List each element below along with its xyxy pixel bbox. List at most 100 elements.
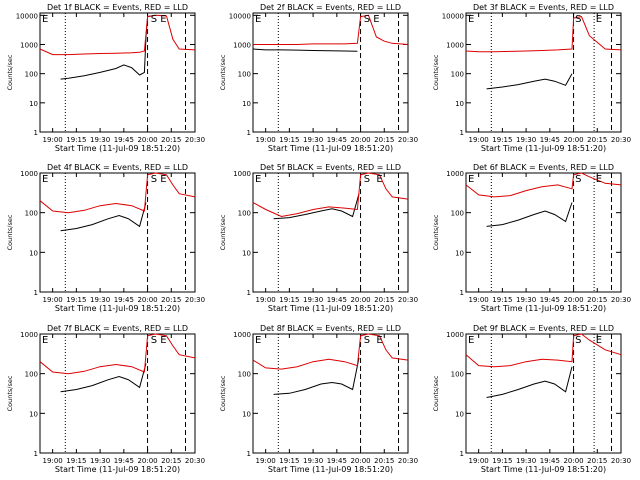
panel-title: Det 8f BLACK = Events, RED = LLD <box>260 324 401 333</box>
y-axis-label: Counts/sec <box>6 375 14 411</box>
x-tick-label: 20:30 <box>611 296 631 304</box>
x-tick-label: 20:30 <box>398 296 418 304</box>
x-tick-label: 19:45 <box>327 457 347 465</box>
x-tick-label: 19:15 <box>492 136 512 144</box>
lld-series-line <box>465 172 622 198</box>
y-tick-label: 10 <box>242 249 251 257</box>
s-marker: S <box>151 174 157 185</box>
y-tick-label: 100 <box>25 210 38 218</box>
x-tick-label: 20:00 <box>563 457 583 465</box>
y-axis-label: Counts/sec <box>6 54 14 90</box>
events-series-line <box>60 363 147 393</box>
x-tick-label: 19:45 <box>540 296 560 304</box>
x-axis-label: Start Time (11-Jul-09 18:51:20) <box>55 304 180 313</box>
x-tick-label: 19:15 <box>279 136 299 144</box>
s-marker: S <box>364 14 370 25</box>
y-tick-label: 1 <box>460 450 464 458</box>
e-marker: E <box>42 174 48 185</box>
panel-title: Det 7f BLACK = Events, RED = LLD <box>47 324 188 333</box>
y-tick-label: 10 <box>242 410 251 418</box>
e-marker: E <box>468 14 474 25</box>
y-tick-label: 1 <box>34 129 38 137</box>
y-tick-label: 1 <box>460 289 464 297</box>
y-tick-label: 100 <box>451 210 464 218</box>
e-marker: E <box>255 174 261 185</box>
lld-series-line <box>39 333 196 375</box>
y-tick-label: 1000 <box>20 170 38 178</box>
x-tick-label: 20:15 <box>587 136 607 144</box>
x-tick-label: 20:15 <box>374 136 394 144</box>
x-tick-label: 20:15 <box>587 296 607 304</box>
y-tick-label: 10 <box>455 410 464 418</box>
lld-series-line <box>39 14 196 56</box>
x-tick-label: 20:00 <box>137 136 157 144</box>
s-marker: S <box>575 174 581 185</box>
x-tick-label: 20:15 <box>161 296 181 304</box>
x-tick-label: 19:30 <box>516 457 536 465</box>
x-tick-label: 19:45 <box>540 457 560 465</box>
y-tick-label: 1 <box>34 450 38 458</box>
x-tick-label: 19:45 <box>540 136 560 144</box>
y-axis-label: Counts/sec <box>219 375 227 411</box>
plot-frame <box>252 12 409 133</box>
x-tick-label: 19:45 <box>327 136 347 144</box>
events-series-line <box>60 14 156 80</box>
s-marker: S <box>575 335 581 346</box>
y-axis-label: Counts/sec <box>432 214 440 250</box>
e-marker: E <box>376 174 382 185</box>
x-tick-label: 19:15 <box>492 457 512 465</box>
x-tick-label: 20:00 <box>350 136 370 144</box>
e-marker: E <box>596 14 602 25</box>
plot-frame <box>39 333 196 454</box>
y-tick-label: 100 <box>25 371 38 379</box>
x-tick-label: 19:30 <box>303 136 323 144</box>
s-marker: S <box>151 335 157 346</box>
y-tick-label: 100 <box>238 371 251 379</box>
x-tick-label: 19:45 <box>327 296 347 304</box>
x-tick-label: 20:15 <box>374 457 394 465</box>
events-series-line <box>252 48 358 52</box>
x-tick-label: 19:00 <box>469 457 489 465</box>
x-tick-label: 20:30 <box>611 136 631 144</box>
y-tick-label: 1000 <box>233 331 251 339</box>
x-axis-label: Start Time (11-Jul-09 18:51:20) <box>481 144 606 153</box>
y-tick-label: 100 <box>25 71 38 79</box>
y-tick-label: 10 <box>29 249 38 257</box>
y-tick-label: 1 <box>460 129 464 137</box>
panel-title: Det 4f BLACK = Events, RED = LLD <box>47 163 188 172</box>
x-tick-label: 19:00 <box>43 136 63 144</box>
y-tick-label: 1 <box>247 129 251 137</box>
y-axis-label: Counts/sec <box>219 54 227 90</box>
lld-series-line <box>465 16 622 53</box>
x-tick-label: 20:15 <box>587 457 607 465</box>
e-marker: E <box>160 335 166 346</box>
y-tick-label: 100 <box>238 71 251 79</box>
x-tick-label: 20:00 <box>563 136 583 144</box>
panel-det-3f: Det 3f BLACK = Events, RED = LLD Counts/s… <box>432 3 631 153</box>
plot-frame <box>465 333 622 454</box>
e-marker: E <box>255 335 261 346</box>
panel-title: Det 2f BLACK = Events, RED = LLD <box>260 3 401 12</box>
e-marker: E <box>373 14 379 25</box>
s-marker: S <box>364 335 370 346</box>
x-tick-label: 19:15 <box>66 296 86 304</box>
x-tick-label: 19:30 <box>516 136 536 144</box>
y-tick-label: 1000 <box>446 170 464 178</box>
x-tick-label: 19:00 <box>469 296 489 304</box>
x-tick-label: 20:00 <box>137 457 157 465</box>
y-tick-label: 10000 <box>16 12 38 20</box>
panel-title: Det 3f BLACK = Events, RED = LLD <box>473 3 614 12</box>
events-series-line <box>486 202 573 227</box>
x-axis-label: Start Time (11-Jul-09 18:51:20) <box>55 144 180 153</box>
x-tick-label: 19:45 <box>114 136 134 144</box>
panel-title: Det 5f BLACK = Events, RED = LLD <box>260 163 401 172</box>
y-tick-label: 1000 <box>20 41 38 49</box>
lld-series-line <box>253 14 409 45</box>
y-tick-label: 10 <box>242 100 251 108</box>
lld-series-line <box>252 333 409 370</box>
y-axis-label: Counts/sec <box>432 375 440 411</box>
x-tick-label: 19:00 <box>256 296 276 304</box>
x-axis-label: Start Time (11-Jul-09 18:51:20) <box>481 465 606 474</box>
y-tick-label: 100 <box>451 71 464 79</box>
x-tick-label: 19:15 <box>492 296 512 304</box>
